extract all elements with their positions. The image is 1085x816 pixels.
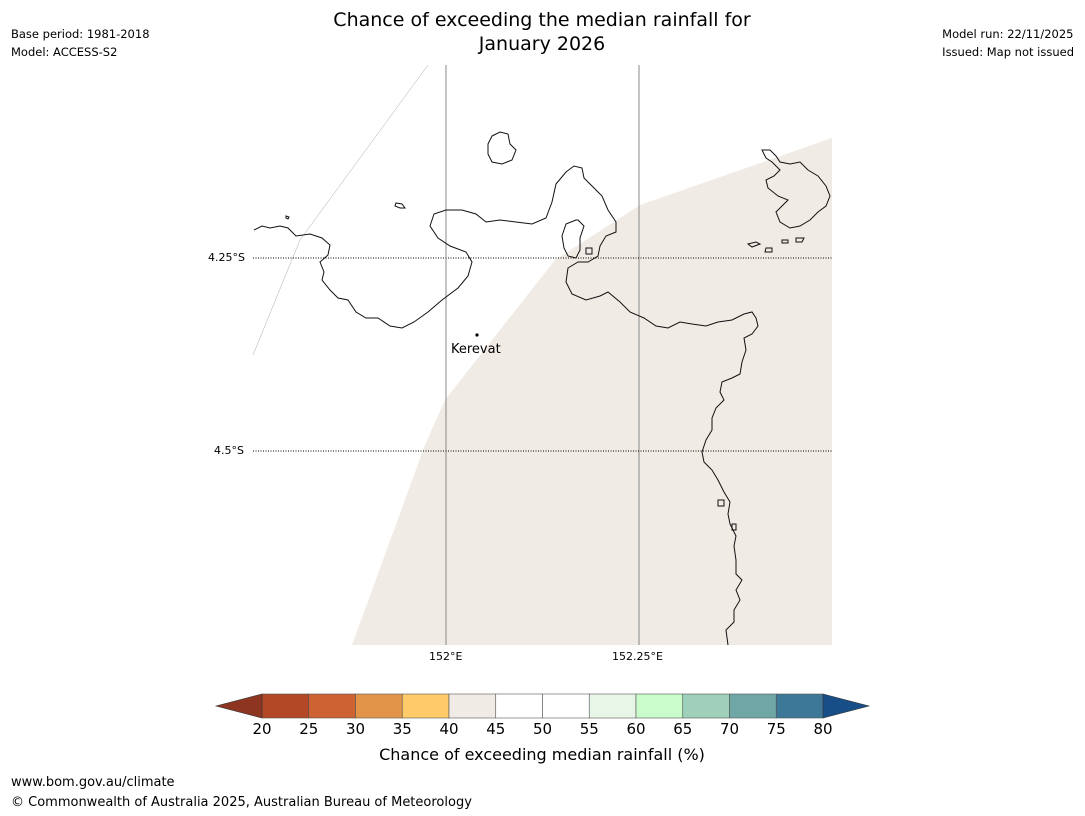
colorbar-bin-10 — [729, 693, 777, 719]
colorbar-bin-3 — [401, 693, 450, 719]
footer-url: www.bom.gov.au/climate — [11, 775, 175, 790]
colorbar-bin-4 — [448, 693, 497, 719]
islet-ne-1 — [746, 241, 762, 248]
meta-right: Model run: 22/11/2025 Issued: Map not is… — [942, 25, 1074, 61]
colorbar-title: Chance of exceeding median rainfall (%) — [379, 745, 705, 764]
place-label-kerevat: Kerevat — [451, 342, 501, 357]
colorbar-under-arrow — [214, 693, 263, 719]
colorbar-tick-45: 45 — [486, 720, 506, 738]
map-title: Chance of exceeding the median rainfall … — [242, 8, 842, 56]
island-north — [487, 131, 517, 165]
colorbar-tick-70: 70 — [719, 720, 740, 738]
coastline-main — [253, 165, 759, 646]
colorbar-bin-11 — [775, 693, 824, 719]
islet-south-2 — [731, 523, 737, 531]
islet-ne-2 — [764, 247, 773, 253]
title-line-2: January 2026 — [478, 33, 606, 55]
colorbar-tick-80: 80 — [813, 720, 833, 738]
lon-label-152: 152°E — [429, 650, 463, 663]
colorbar-tick-65: 65 — [673, 720, 693, 738]
colorbar — [214, 693, 871, 719]
colorbar-bin-1 — [308, 693, 356, 719]
lat-label-4-25: 4.25°S — [208, 251, 245, 264]
colorbar-bin-2 — [355, 693, 403, 719]
issued-status: Issued: Map not issued — [942, 45, 1074, 59]
islet-dot — [285, 215, 290, 220]
model-run: Model run: 22/11/2025 — [942, 27, 1074, 41]
lat-label-4-5: 4.5°S — [214, 444, 244, 457]
colorbar-bin-5 — [495, 693, 543, 719]
coastline-bay — [561, 219, 585, 259]
colorbar-tick-25: 25 — [299, 720, 319, 738]
colorbar-bin-6 — [542, 693, 590, 719]
colorbar-tick-60: 60 — [626, 720, 646, 738]
colorbar-bin-9 — [682, 693, 730, 719]
coastline — [253, 131, 831, 646]
model-name: Model: ACCESS-S2 — [11, 45, 118, 59]
island-northeast — [761, 149, 831, 229]
colorbar-tick-30: 30 — [345, 720, 366, 738]
colorbar-tick-20: 20 — [252, 720, 272, 738]
lon-label-152-25: 152.25°E — [612, 650, 663, 663]
islet-south-1 — [717, 499, 725, 507]
colorbar-tick-55: 55 — [579, 720, 599, 738]
colorbar-bin-7 — [588, 693, 637, 719]
colorbar-bin-0 — [261, 693, 310, 719]
colorbar-tick-35: 35 — [392, 720, 412, 738]
colorbar-tick-75: 75 — [766, 720, 786, 738]
graticule — [253, 65, 832, 645]
islet-ne-3 — [781, 239, 789, 244]
colorbar-tick-50: 50 — [532, 720, 553, 738]
boundary-line — [252, 64, 429, 356]
islet-ne-4 — [795, 237, 805, 243]
kerevat-marker — [475, 333, 479, 337]
colorbar-tick-40: 40 — [439, 720, 459, 738]
meta-left: Base period: 1981-2018 Model: ACCESS-S2 — [11, 25, 150, 61]
footer-copyright: © Commonwealth of Australia 2025, Austra… — [11, 795, 472, 810]
islet-west — [394, 202, 406, 209]
shaded-region — [352, 138, 832, 645]
colorbar-over-arrow — [822, 693, 871, 719]
islet-ne-5 — [585, 247, 593, 255]
colorbar-bin-8 — [635, 693, 684, 719]
base-period: Base period: 1981-2018 — [11, 27, 150, 41]
title-line-1: Chance of exceeding the median rainfall … — [333, 9, 751, 31]
